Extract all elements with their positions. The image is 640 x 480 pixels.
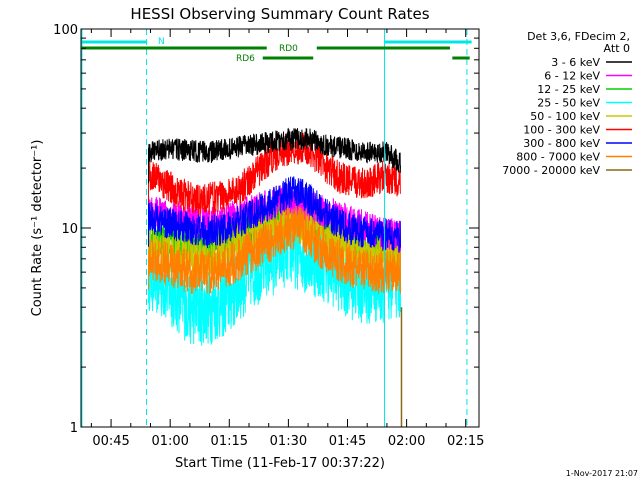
y-axis-label: Count Rate (s⁻¹ detector⁻¹) bbox=[30, 140, 45, 317]
x-tick-label: 00:45 bbox=[92, 434, 129, 449]
x-tick-label: 01:30 bbox=[270, 434, 307, 449]
x-tick-label: 01:15 bbox=[211, 434, 248, 449]
y-tick-label: 10 bbox=[61, 222, 78, 237]
annotation-label: RD6 bbox=[236, 54, 255, 64]
legend-label: 6 - 12 keV bbox=[544, 70, 600, 83]
legend-title-line-1: Det 3,6, FDecim 2, bbox=[527, 30, 630, 43]
legend-label: 7000 - 20000 keV bbox=[502, 164, 600, 177]
x-tick-label: 01:00 bbox=[151, 434, 188, 449]
y-tick-label: 1 bbox=[70, 421, 78, 436]
x-tick-label: 02:15 bbox=[447, 434, 484, 449]
chart-title: HESSI Observing Summary Count Rates bbox=[130, 5, 429, 23]
legend-title-line-2: Att 0 bbox=[604, 42, 630, 55]
series-line bbox=[148, 127, 401, 184]
legend-label: 25 - 50 keV bbox=[537, 97, 600, 110]
annotation-label: N bbox=[158, 37, 165, 47]
series-line bbox=[148, 132, 401, 216]
legend-label: 300 - 800 keV bbox=[523, 137, 600, 150]
legend-label: 3 - 6 keV bbox=[551, 56, 600, 69]
legend-label: 12 - 25 keV bbox=[537, 83, 600, 96]
series-line bbox=[148, 176, 401, 254]
x-tick-label: 01:45 bbox=[329, 434, 366, 449]
annotation-label: RD0 bbox=[279, 44, 298, 54]
x-tick-label: 02:00 bbox=[388, 434, 425, 449]
legend-label: 50 - 100 keV bbox=[530, 110, 600, 123]
legend-label: 800 - 7000 keV bbox=[516, 151, 600, 164]
footer-timestamp: 1-Nov-2017 21:07 bbox=[566, 469, 638, 478]
y-tick-label: 100 bbox=[53, 23, 78, 38]
x-axis-label: Start Time (11-Feb-17 00:37:22) bbox=[175, 456, 385, 471]
legend-label: 100 - 300 keV bbox=[523, 124, 600, 137]
series-line bbox=[148, 205, 401, 295]
